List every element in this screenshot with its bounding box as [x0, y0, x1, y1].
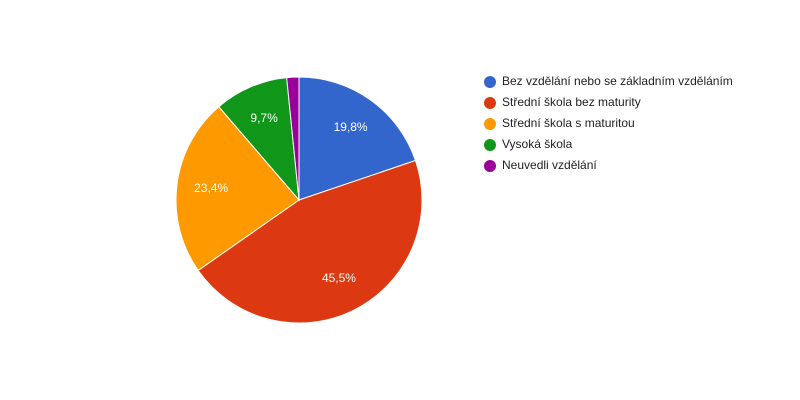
slice-label: 9,7%: [250, 111, 278, 125]
pie-slice: [175, 106, 300, 272]
legend-marker: [484, 160, 496, 172]
pie-slice: [218, 77, 300, 202]
legend-label: Bez vzdělání nebo se základním vzděláním: [502, 74, 733, 88]
legend-marker: [484, 76, 496, 88]
slice-label: 23,4%: [194, 181, 228, 195]
legend-label: Střední škola bez maturity: [502, 95, 641, 109]
slice-label: 19,8%: [334, 120, 368, 134]
slice-label: 45,5%: [322, 271, 356, 285]
pie-slice: [286, 76, 300, 201]
legend-marker: [484, 118, 496, 130]
pie-slice: [298, 76, 417, 201]
legend-marker: [484, 139, 496, 151]
legend-marker: [484, 97, 496, 109]
legend-label: Vysoká škola: [502, 137, 573, 151]
legend-label: Neuvedli vzdělání: [502, 158, 597, 172]
legend-label: Střední škola s maturitou: [502, 116, 635, 130]
pie-slice: [197, 159, 423, 324]
